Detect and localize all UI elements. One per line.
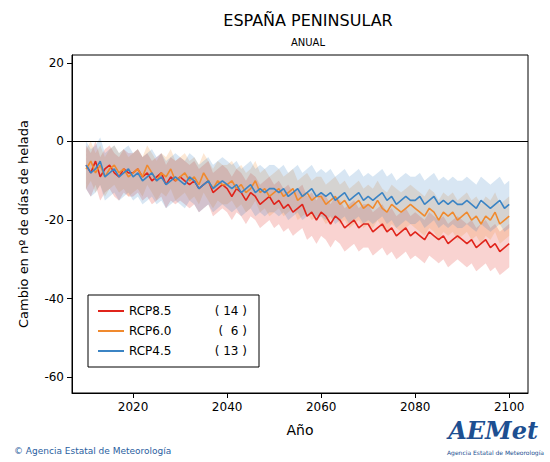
svg-text:ANUAL: ANUAL — [291, 37, 325, 48]
svg-text:-20: -20 — [44, 213, 64, 227]
svg-text:AEMet: AEMet — [446, 416, 538, 445]
svg-text:ESPAÑA PENINSULAR: ESPAÑA PENINSULAR — [223, 11, 392, 30]
svg-text:2060: 2060 — [306, 400, 337, 414]
svg-text:2100: 2100 — [494, 400, 525, 414]
svg-text:0: 0 — [56, 134, 64, 148]
svg-text:© Agencia Estatal de Meteorolo: © Agencia Estatal de Meteorología — [14, 446, 171, 456]
svg-text:( 6 ): ( 6 ) — [219, 324, 247, 338]
svg-text:2080: 2080 — [400, 400, 431, 414]
svg-text:2040: 2040 — [212, 400, 243, 414]
svg-text:RCP6.0: RCP6.0 — [129, 324, 171, 338]
svg-text:RCP4.5: RCP4.5 — [129, 344, 171, 358]
svg-text:Cambio en nº de días de helada: Cambio en nº de días de helada — [16, 120, 31, 328]
svg-text:2020: 2020 — [118, 400, 149, 414]
svg-text:Año: Año — [286, 422, 313, 438]
svg-text:-60: -60 — [44, 370, 64, 384]
svg-text:20: 20 — [49, 56, 64, 70]
svg-text:-40: -40 — [44, 292, 64, 306]
svg-text:( 13 ): ( 13 ) — [215, 344, 247, 358]
svg-text:RCP8.5: RCP8.5 — [129, 304, 171, 318]
svg-text:( 14 ): ( 14 ) — [215, 304, 247, 318]
svg-text:Agencia Estatal de Meteorologí: Agencia Estatal de Meteorología — [447, 449, 544, 457]
